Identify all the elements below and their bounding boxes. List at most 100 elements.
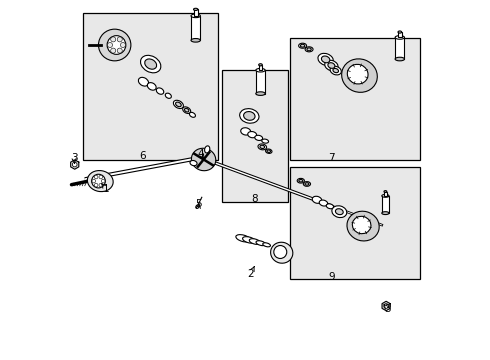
Circle shape: [117, 48, 122, 53]
Ellipse shape: [244, 112, 255, 120]
Ellipse shape: [270, 242, 293, 263]
Ellipse shape: [352, 216, 371, 234]
Ellipse shape: [248, 131, 257, 138]
Circle shape: [95, 175, 98, 179]
Text: 5: 5: [196, 199, 202, 210]
Ellipse shape: [266, 149, 272, 153]
Ellipse shape: [192, 148, 216, 171]
Ellipse shape: [398, 31, 402, 33]
Ellipse shape: [258, 144, 267, 150]
Ellipse shape: [173, 100, 183, 108]
Ellipse shape: [240, 109, 259, 123]
Bar: [290, 38, 419, 160]
Ellipse shape: [347, 64, 368, 84]
Ellipse shape: [87, 171, 113, 192]
Ellipse shape: [241, 128, 251, 135]
Text: 4: 4: [198, 149, 204, 159]
Ellipse shape: [325, 60, 338, 71]
Ellipse shape: [395, 57, 404, 61]
Circle shape: [92, 179, 96, 183]
Bar: [221, 70, 288, 202]
Ellipse shape: [326, 204, 334, 209]
Ellipse shape: [305, 47, 313, 52]
Ellipse shape: [255, 135, 263, 140]
Ellipse shape: [395, 36, 404, 39]
Ellipse shape: [328, 63, 335, 68]
Bar: [191, 16, 200, 40]
Text: 3: 3: [384, 303, 391, 314]
Bar: [256, 70, 265, 94]
Polygon shape: [382, 301, 390, 311]
Ellipse shape: [274, 246, 287, 258]
Ellipse shape: [299, 180, 303, 182]
Circle shape: [73, 162, 77, 167]
Ellipse shape: [336, 209, 343, 215]
Bar: [290, 167, 419, 279]
Ellipse shape: [194, 8, 198, 10]
Ellipse shape: [107, 36, 126, 54]
Ellipse shape: [347, 211, 379, 241]
Ellipse shape: [305, 183, 309, 185]
Ellipse shape: [319, 200, 328, 206]
Ellipse shape: [92, 174, 105, 188]
Bar: [384, 192, 387, 196]
Bar: [398, 32, 402, 37]
Ellipse shape: [196, 205, 199, 208]
Ellipse shape: [205, 146, 210, 153]
Ellipse shape: [260, 145, 265, 149]
Ellipse shape: [145, 59, 157, 69]
Ellipse shape: [382, 212, 389, 215]
Ellipse shape: [312, 196, 322, 203]
Circle shape: [111, 37, 116, 42]
Ellipse shape: [318, 53, 333, 66]
Text: 8: 8: [251, 194, 258, 204]
Ellipse shape: [262, 139, 269, 143]
Bar: [395, 37, 404, 59]
Ellipse shape: [147, 83, 156, 90]
Text: 3: 3: [71, 153, 77, 163]
Ellipse shape: [256, 92, 265, 95]
Polygon shape: [71, 160, 79, 169]
Ellipse shape: [342, 59, 377, 92]
Ellipse shape: [303, 182, 311, 186]
Ellipse shape: [333, 208, 340, 211]
Circle shape: [101, 179, 105, 183]
Ellipse shape: [190, 161, 197, 166]
Circle shape: [99, 183, 102, 187]
Bar: [259, 65, 262, 70]
Ellipse shape: [190, 112, 196, 117]
Ellipse shape: [263, 243, 270, 247]
Text: 1: 1: [102, 184, 109, 194]
Ellipse shape: [183, 107, 191, 113]
Bar: [194, 9, 198, 16]
Ellipse shape: [297, 179, 304, 183]
Ellipse shape: [175, 102, 181, 107]
Ellipse shape: [191, 14, 200, 18]
Text: 7: 7: [328, 153, 335, 163]
Ellipse shape: [156, 88, 164, 94]
Ellipse shape: [141, 55, 161, 73]
Ellipse shape: [330, 66, 342, 75]
Ellipse shape: [333, 68, 339, 73]
Ellipse shape: [300, 44, 305, 47]
Ellipse shape: [259, 64, 262, 66]
Ellipse shape: [138, 77, 148, 86]
Ellipse shape: [185, 108, 189, 112]
Bar: [382, 196, 389, 213]
Ellipse shape: [236, 235, 250, 242]
Ellipse shape: [165, 93, 172, 98]
Bar: [83, 13, 218, 160]
Ellipse shape: [256, 68, 265, 72]
Text: 6: 6: [139, 151, 146, 161]
Ellipse shape: [382, 194, 389, 197]
Circle shape: [384, 304, 389, 308]
Circle shape: [95, 183, 98, 187]
Text: 2: 2: [247, 266, 254, 279]
Ellipse shape: [243, 237, 255, 243]
Ellipse shape: [267, 150, 270, 153]
Circle shape: [107, 42, 113, 48]
Text: 9: 9: [328, 272, 335, 282]
Ellipse shape: [98, 29, 131, 61]
Ellipse shape: [191, 39, 200, 42]
Ellipse shape: [298, 43, 307, 48]
